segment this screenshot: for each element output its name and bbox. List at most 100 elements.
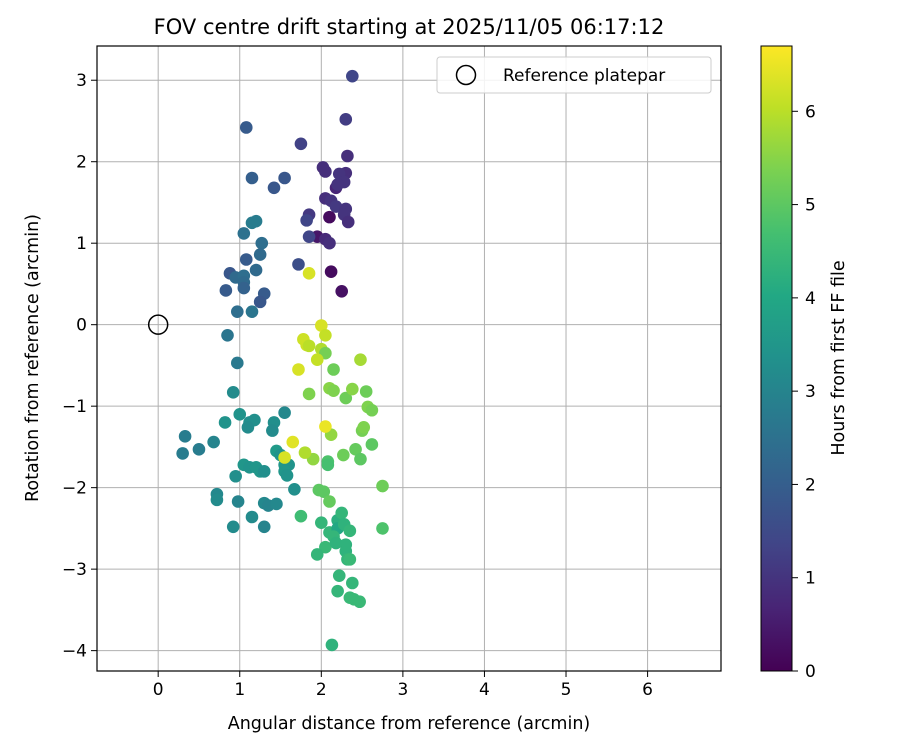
data-point	[359, 385, 373, 398]
colorbar-tick-label: 5	[805, 196, 816, 216]
data-point	[346, 69, 359, 83]
colorbar-ticks: 0 1 2 3 4 5 6	[792, 102, 816, 682]
data-point	[376, 479, 389, 493]
legend: Reference platepar	[436, 56, 712, 94]
data-point	[288, 482, 301, 496]
y-tick-label: −3	[62, 560, 87, 580]
data-point	[229, 469, 242, 483]
data-point	[319, 420, 332, 433]
reference-point	[147, 314, 169, 335]
data-point	[321, 458, 335, 472]
colorbar-tick-label: 3	[805, 382, 816, 402]
data-point	[324, 265, 338, 279]
data-point	[245, 171, 259, 185]
data-point	[221, 328, 234, 342]
data-point	[325, 638, 339, 652]
data-point	[253, 295, 267, 309]
data-point	[286, 435, 300, 449]
data-point	[365, 403, 379, 417]
data-point	[298, 446, 312, 459]
y-tick-label: 0	[76, 316, 87, 336]
data-point	[176, 447, 189, 460]
colorbar-tick-label: 0	[805, 662, 816, 682]
data-point	[354, 452, 367, 466]
x-tick-label: 6	[642, 680, 653, 700]
y-axis-label: Rotation from reference (arcmin)	[23, 214, 43, 502]
legend-marker	[455, 64, 477, 86]
data-point	[335, 284, 349, 298]
data-point	[245, 305, 259, 318]
data-point	[317, 485, 331, 499]
data-point	[233, 408, 247, 421]
data-point	[339, 113, 353, 126]
data-point	[343, 553, 357, 566]
data-point	[319, 540, 332, 554]
data-point	[270, 497, 283, 511]
x-tick-label: 5	[561, 680, 572, 700]
data-point	[331, 584, 344, 598]
x-tick-label: 1	[234, 680, 245, 700]
colorbar-tick-label: 2	[805, 475, 816, 495]
data-point	[319, 165, 332, 178]
data-point	[354, 353, 367, 367]
x-tick-label: 3	[397, 680, 408, 700]
data-point	[257, 465, 271, 478]
data-point	[329, 200, 343, 213]
data-point	[346, 576, 359, 590]
colorbar-gradient	[760, 45, 793, 672]
data-point	[294, 137, 308, 151]
colorbar: 0 1 2 3 4 5 6 Hours from first FF file	[760, 45, 849, 682]
data-point	[249, 214, 263, 228]
data-point	[323, 236, 336, 250]
data-point	[353, 595, 366, 609]
data-point	[278, 406, 291, 419]
colorbar-tick-label: 6	[805, 102, 816, 122]
data-point	[346, 382, 359, 396]
y-tick-label: −1	[62, 397, 87, 417]
data-point	[230, 356, 244, 370]
legend-box	[436, 56, 712, 94]
data-point	[323, 495, 336, 508]
data-point	[280, 469, 294, 482]
data-point	[230, 305, 244, 318]
data-point	[210, 493, 224, 507]
x-tick-label: 0	[153, 680, 164, 700]
x-tick-label: 4	[479, 680, 490, 700]
data-point	[267, 181, 281, 195]
chart-title: FOV centre drift starting at 2025/11/05 …	[154, 15, 665, 39]
data-point	[218, 416, 232, 429]
data-point	[226, 520, 240, 534]
data-point	[257, 520, 271, 534]
data-point	[239, 253, 253, 266]
colorbar-tick-label: 4	[805, 289, 816, 309]
data-point	[241, 421, 255, 434]
scatter-points	[176, 69, 389, 652]
colorbar-label: Hours from first FF file	[829, 260, 849, 455]
grid-lines	[97, 46, 721, 671]
data-point	[239, 121, 253, 134]
data-point	[266, 424, 279, 437]
data-point	[343, 524, 357, 538]
data-point	[192, 443, 206, 456]
data-point	[237, 281, 251, 295]
data-point	[292, 363, 305, 376]
data-point	[349, 443, 362, 456]
y-tick-label: 1	[76, 234, 87, 254]
data-point	[292, 258, 305, 271]
y-tick-label: −2	[62, 479, 87, 499]
data-point	[332, 569, 346, 582]
reference-marker	[147, 314, 169, 335]
data-point	[255, 236, 269, 250]
data-point	[327, 384, 340, 397]
data-point	[245, 510, 259, 524]
x-axis-ticks: 0 1 2 3 4 5 6	[153, 671, 653, 700]
data-point	[337, 448, 350, 462]
data-point	[219, 284, 233, 297]
data-point	[302, 230, 316, 243]
data-point	[339, 391, 353, 405]
y-tick-label: 2	[76, 153, 87, 173]
data-point	[278, 451, 291, 464]
x-tick-label: 2	[316, 680, 327, 700]
x-axis-label: Angular distance from reference (arcmin)	[228, 714, 591, 734]
